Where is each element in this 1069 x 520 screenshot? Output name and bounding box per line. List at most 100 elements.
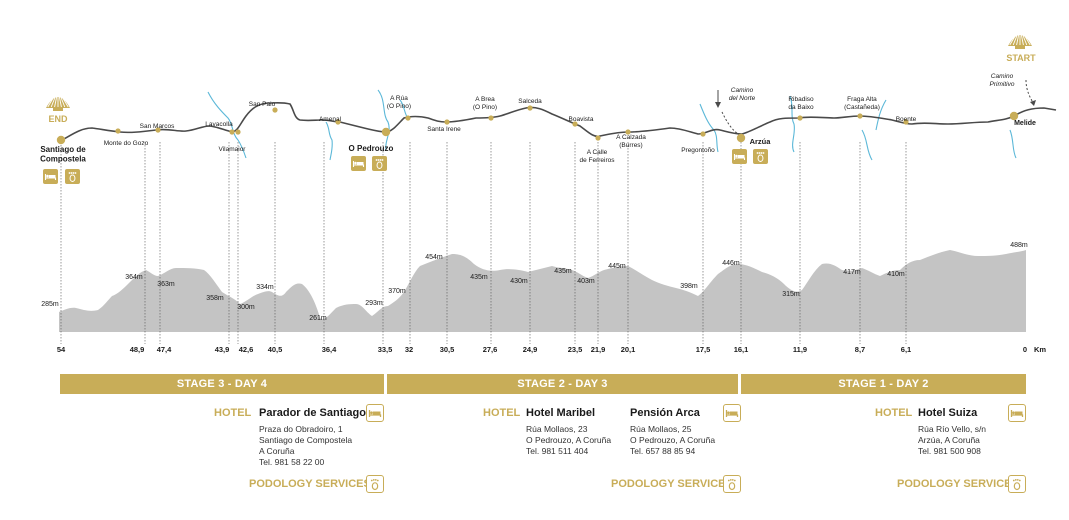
- town-label: A Rúa: [390, 95, 408, 102]
- foot-shape: [370, 479, 379, 491]
- bed-icon: [351, 156, 366, 171]
- shell-rib: [58, 95, 62, 108]
- bed-head: [354, 161, 357, 165]
- bed-icon: [1008, 404, 1026, 422]
- distance-label: 6,1: [901, 345, 911, 354]
- address-line: Arzúa, A Coruña: [918, 435, 980, 445]
- bed-head: [735, 154, 738, 158]
- toe: [762, 152, 765, 154]
- hotel-name: Hotel Maribel: [526, 407, 596, 419]
- scallop-shell-icon: [1008, 33, 1032, 49]
- toe: [756, 152, 759, 154]
- address-line: O Pedrouzo, A Coruña: [630, 435, 716, 445]
- bed-pillow: [49, 175, 56, 178]
- bed-shape: [368, 410, 382, 417]
- shell-rib: [1023, 33, 1031, 46]
- hotel-label: HOTEL: [875, 407, 913, 419]
- foot-icon: [1008, 475, 1026, 493]
- distance-label: 11,9: [793, 345, 807, 354]
- elevation-label: 410m: [887, 271, 905, 278]
- shell-rib: [47, 95, 55, 108]
- town-label: Vilamaior: [219, 146, 247, 153]
- hotel-address: Rúa Río Vello, s/n Arzúa, A Coruña Tel. …: [918, 424, 986, 457]
- town-label: San Paio: [249, 101, 276, 108]
- address-line: Tel. 981 511 404: [526, 446, 589, 456]
- address-line: Rúa Río Vello, s/n: [918, 424, 987, 434]
- elevation-label: 293m: [365, 300, 383, 307]
- rivers: [207, 89, 1017, 161]
- distance-label: 48,9: [130, 345, 145, 354]
- town-markers: [56, 105, 1019, 145]
- route-path: [61, 101, 1057, 141]
- shell-base: [1015, 46, 1025, 49]
- elevation-label: 285m: [41, 301, 59, 308]
- town-label: Santa Irene: [427, 126, 461, 133]
- bed-shape: [1010, 410, 1024, 417]
- shell-base: [53, 108, 63, 111]
- river: [699, 103, 719, 153]
- shell-rib: [59, 95, 66, 108]
- town-marker: [527, 105, 533, 111]
- town-label: O Pedrouzo: [349, 144, 394, 153]
- podology-label: PODOLOGY SERVICES: [611, 478, 733, 490]
- town-marker: [272, 107, 278, 113]
- town-label: A Calle: [587, 149, 608, 156]
- route-line: [61, 79, 1057, 141]
- distance-label: 24,9: [523, 345, 538, 354]
- distance-label: 36,4: [322, 345, 337, 354]
- elevation-label: 358m: [206, 295, 224, 302]
- bed-shape: [725, 410, 739, 417]
- distance-label: 20,1: [621, 345, 636, 354]
- elevation-label: 403m: [577, 278, 595, 285]
- foot-icon: [753, 149, 768, 164]
- distance-unit: Km: [1034, 345, 1046, 354]
- distance-label: 0: [1023, 345, 1027, 354]
- bed-icon: [723, 404, 741, 422]
- address-line: Rúa Mollaos, 25: [630, 424, 692, 434]
- foot-shape: [376, 161, 383, 170]
- distance-label: 32: [405, 345, 413, 354]
- elevation-profile: [59, 250, 1026, 332]
- shell-rib: [1020, 33, 1024, 46]
- stage-1-bar: STAGE 1 - DAY 2: [741, 374, 1026, 394]
- hotel-address: Rúa Mollaos, 23 O Pedrouzo, A Coruña Tel…: [526, 424, 611, 457]
- toe: [72, 172, 75, 174]
- shell-rib: [50, 95, 57, 108]
- address-line: Tel. 657 88 85 94: [630, 446, 696, 456]
- shell-rib: [1016, 33, 1020, 46]
- bed-head: [46, 174, 49, 178]
- town-label: Lavacolla: [205, 121, 233, 128]
- hotel-label: HOTEL: [483, 407, 521, 419]
- shell-rib: [1009, 33, 1017, 46]
- start-marker: START: [1006, 53, 1036, 63]
- distance-label: 21,9: [591, 345, 606, 354]
- town-label: (O Pino): [473, 104, 497, 111]
- town-marker: [797, 115, 803, 121]
- podology-label: PODOLOGY SERVICES: [897, 478, 1019, 490]
- distance-label: 40,5: [268, 345, 283, 354]
- river: [861, 129, 873, 161]
- camino-primitivo-line: [1025, 79, 1035, 105]
- foot-shape: [727, 479, 736, 491]
- bed-pillow: [738, 155, 745, 158]
- town-label: Amenal: [319, 116, 342, 123]
- elevation-label: 445m: [608, 263, 626, 270]
- address-line: O Pedrouzo, A Coruña: [526, 435, 612, 445]
- town-label: A Calzada: [616, 134, 646, 141]
- arrow-icon: [1030, 100, 1036, 106]
- elevation-label: 261m: [309, 315, 327, 322]
- toe: [74, 172, 77, 174]
- town-label: da Baixo: [788, 104, 814, 111]
- town-label: (O Pino): [387, 103, 411, 110]
- distance-label: 30,5: [440, 345, 455, 354]
- hotel-name: Parador de Santiago: [259, 407, 366, 419]
- distance-label: 16,1: [734, 345, 749, 354]
- distance-label: 33,5: [378, 345, 393, 354]
- town-marker: [488, 115, 494, 121]
- foot-icon: [65, 169, 80, 184]
- town-marker: [444, 119, 450, 125]
- shell-rib: [1012, 33, 1019, 46]
- town-label: Pregontoño: [681, 147, 715, 154]
